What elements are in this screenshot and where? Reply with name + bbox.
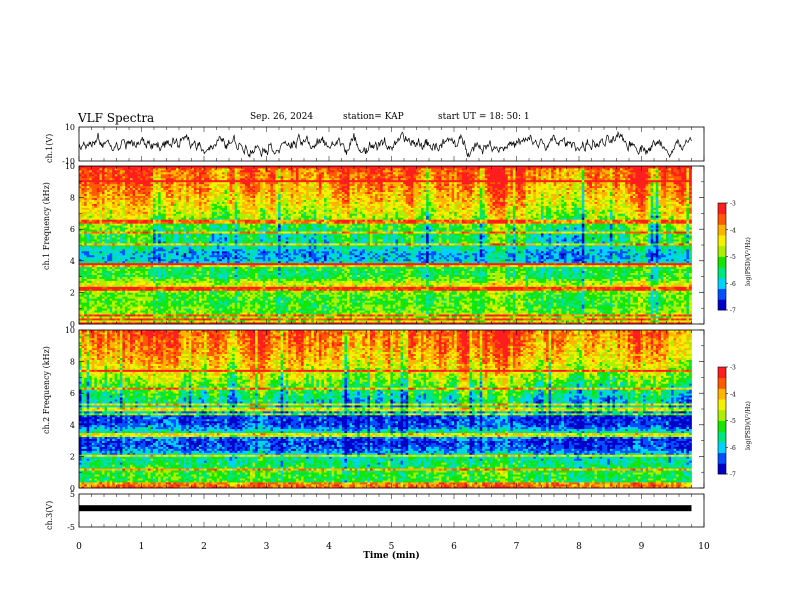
spectrogram-1-cells: [79, 166, 692, 324]
vlf-figure: -3-4-5-6-7-3-4-5-6-710-105-5024681002468…: [0, 0, 792, 612]
